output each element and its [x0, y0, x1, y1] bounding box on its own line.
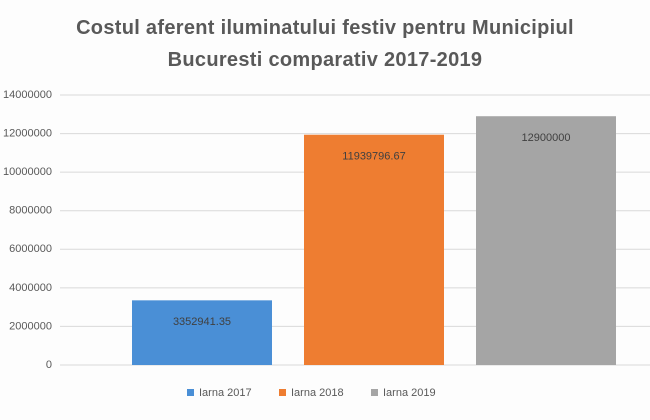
bar — [132, 300, 272, 365]
y-tick-label: 10000000 — [3, 166, 52, 178]
data-label: 12900000 — [522, 132, 571, 144]
bar — [476, 116, 616, 365]
bar — [304, 134, 444, 365]
data-label: 3352941.35 — [173, 316, 231, 328]
legend-swatch — [187, 389, 194, 396]
y-tick-label: 14000000 — [3, 89, 52, 101]
y-tick-label: 4000000 — [9, 282, 52, 294]
legend-label: Iarna 2019 — [383, 387, 436, 399]
y-tick-label: 12000000 — [3, 127, 52, 139]
data-label: 11939796.67 — [342, 151, 405, 163]
y-tick-label: 6000000 — [9, 243, 52, 255]
chart-title: Costul aferent iluminatului festiv pentr… — [76, 17, 574, 71]
y-tick-label: 0 — [46, 359, 52, 371]
legend-label: Iarna 2017 — [199, 387, 252, 399]
legend-swatch — [279, 389, 286, 396]
y-tick-label: 2000000 — [9, 320, 52, 332]
y-tick-label: 8000000 — [9, 205, 52, 217]
legend-label: Iarna 2018 — [291, 387, 344, 399]
legend-swatch — [371, 389, 378, 396]
